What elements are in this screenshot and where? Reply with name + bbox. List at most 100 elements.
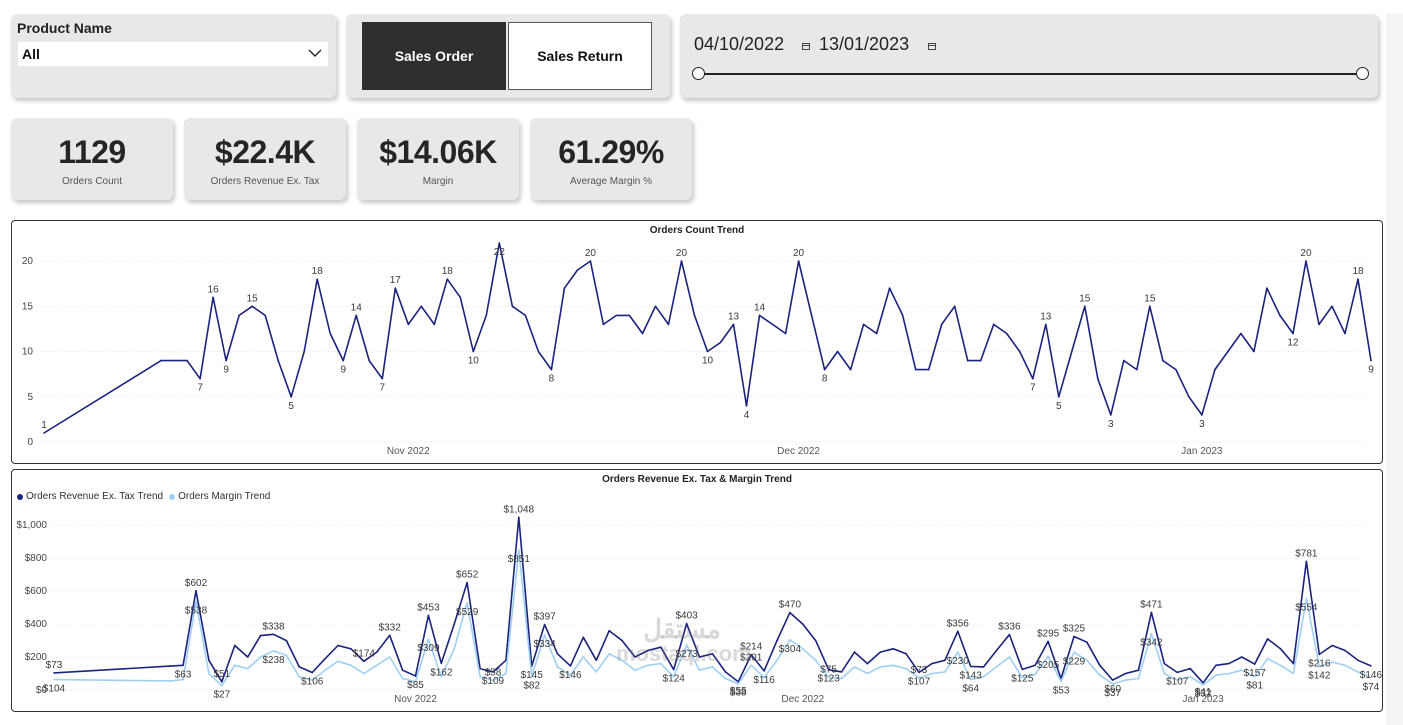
data-point — [706, 350, 709, 353]
data-label: $124 — [663, 674, 686, 685]
data-point — [427, 614, 430, 617]
data-point — [1099, 664, 1101, 667]
data-label: $162 — [430, 667, 453, 678]
legend-label: Orders Revenue Ex. Tax Trend — [26, 491, 164, 502]
data-point — [285, 639, 288, 642]
date-range-slicer: 04/10/2022 13/01/2023 — [680, 14, 1378, 98]
data-point — [505, 672, 507, 675]
data-point — [453, 623, 456, 625]
data-point — [724, 671, 727, 673]
data-point — [654, 305, 657, 308]
data-point — [246, 667, 249, 670]
data-point — [1137, 669, 1140, 671]
data-point — [368, 359, 371, 362]
data-label: $205 — [1037, 660, 1060, 671]
y-tick-label: $0 — [36, 685, 48, 696]
y-tick-label: 10 — [22, 347, 34, 358]
data-point — [272, 650, 275, 652]
x-tick-label: Jan 2023 — [1181, 446, 1223, 457]
data-point — [840, 677, 843, 680]
series-line-2 — [53, 549, 1372, 687]
data-point — [169, 680, 171, 682]
kpi-label: Orders Revenue Ex. Tax — [210, 176, 320, 187]
data-point — [1266, 638, 1269, 640]
data-label: $58 — [485, 667, 502, 678]
revenue-margin-trend-chart[interactable]: Orders Revenue Ex. Tax & Margin Trend Or… — [11, 469, 1383, 712]
data-point — [433, 323, 436, 326]
data-point — [324, 657, 326, 660]
data-point — [472, 350, 475, 353]
start-date-input[interactable]: 04/10/2022 — [694, 34, 785, 54]
data-label: $851 — [508, 554, 531, 565]
data-point — [789, 611, 791, 614]
data-point — [888, 287, 891, 289]
data-point — [1331, 644, 1333, 647]
calendar-icon[interactable] — [802, 42, 810, 50]
data-point — [660, 646, 662, 648]
data-label: $304 — [779, 644, 802, 655]
data-label: 7 — [1030, 383, 1036, 394]
y-tick-label: 15 — [22, 301, 34, 312]
chart-title: Orders Count Trend — [649, 225, 745, 236]
orders-count-trend-chart[interactable]: Orders Count Trend 0 5 10 15 20 Nov 2022 Dec 2… — [11, 220, 1383, 464]
data-label: 8 — [549, 374, 555, 385]
date-slider-end-handle[interactable] — [1356, 67, 1369, 80]
calendar-icon[interactable] — [928, 42, 936, 50]
revenue-margin-plot: $0 $200 $400 $600 $800 $1,000 Nov 2022 Dec 2022… — [16, 504, 1382, 705]
data-label: $106 — [301, 677, 324, 688]
data-point — [1305, 560, 1308, 563]
data-label: 15 — [247, 293, 259, 304]
data-point — [944, 671, 946, 673]
data-label: $652 — [456, 570, 479, 581]
data-label: $201 — [740, 652, 763, 663]
date-slider-track[interactable] — [698, 73, 1364, 75]
data-point — [966, 359, 969, 362]
data-label: 9 — [223, 365, 229, 376]
data-point — [940, 323, 943, 326]
data-label: $82 — [523, 680, 540, 691]
data-point — [556, 666, 559, 668]
data-point — [550, 368, 553, 371]
data-label: $230 — [947, 656, 970, 667]
data-point — [1214, 368, 1216, 371]
x-tick-label: Nov 2022 — [394, 694, 437, 705]
data-label: 17 — [390, 275, 402, 286]
data-label: 10 — [702, 356, 714, 367]
data-point — [905, 653, 907, 655]
data-point — [776, 639, 778, 642]
data-point — [363, 660, 365, 663]
legend-item-revenue[interactable]: Orders Revenue Ex. Tax Trend — [17, 491, 163, 502]
data-point — [892, 648, 894, 650]
product-name-dropdown[interactable]: All — [18, 42, 328, 66]
data-point — [208, 672, 210, 675]
data-point — [784, 332, 787, 335]
data-label: $107 — [1166, 676, 1189, 687]
date-slider-start-handle[interactable] — [692, 67, 705, 80]
data-point — [1202, 683, 1204, 686]
data-label: $51 — [213, 669, 230, 680]
data-point — [1253, 663, 1256, 665]
legend-item-margin[interactable]: Orders Margin Trend — [169, 491, 270, 502]
data-point — [285, 654, 288, 657]
data-label: 18 — [442, 266, 454, 277]
data-point — [1073, 635, 1075, 638]
data-label: $37 — [1104, 688, 1121, 699]
kpi-value: 1129 — [58, 134, 126, 170]
data-label: $63 — [175, 669, 192, 680]
chevron-down-icon — [308, 49, 322, 57]
chart-title: Orders Revenue Ex. Tax & Margin Trend — [602, 474, 792, 485]
data-point — [711, 653, 714, 655]
sales-order-button[interactable]: Sales Order — [362, 22, 506, 90]
data-point — [160, 359, 162, 362]
data-point — [324, 669, 326, 671]
data-point — [758, 314, 761, 317]
sales-return-button[interactable]: Sales Return — [508, 22, 652, 90]
data-point — [1202, 682, 1204, 684]
data-point — [1279, 648, 1282, 650]
series-line-1 — [53, 516, 1372, 684]
y-tick-label: 20 — [22, 256, 34, 267]
end-date-input[interactable]: 13/01/2023 — [819, 34, 910, 54]
data-point — [992, 323, 995, 326]
y-tick-label: $200 — [25, 652, 48, 663]
data-point — [1228, 662, 1230, 665]
